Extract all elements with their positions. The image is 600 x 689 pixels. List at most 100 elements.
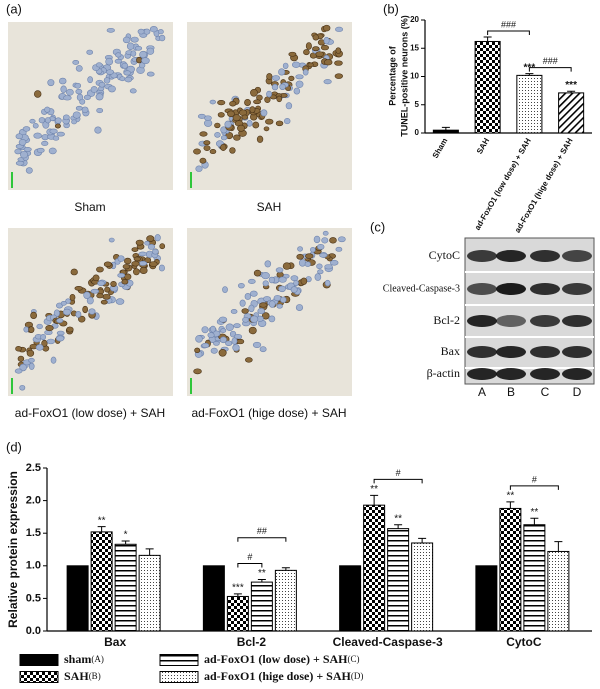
cell	[259, 302, 268, 308]
cell	[204, 115, 212, 121]
cell	[94, 126, 102, 134]
cell	[75, 311, 82, 318]
legend-swatch	[19, 654, 59, 666]
cell	[75, 65, 83, 72]
cell	[133, 256, 141, 262]
cell	[288, 75, 295, 82]
cell	[222, 286, 228, 294]
bar	[339, 565, 362, 632]
error-bar	[97, 526, 106, 532]
cell	[282, 62, 289, 69]
bar	[387, 528, 410, 632]
legend-tag: (C)	[348, 654, 360, 664]
cell	[32, 123, 39, 129]
cell	[225, 323, 234, 331]
cell	[209, 99, 216, 105]
cell	[225, 340, 233, 346]
x-tick-label: Sham	[431, 137, 450, 160]
bar	[274, 569, 297, 632]
panel-label: (a)	[6, 1, 22, 16]
significance: ***	[565, 80, 577, 91]
image-caption: ad-FoxO1 (hige dose) + SAH	[191, 406, 346, 420]
cell	[256, 135, 264, 143]
cell	[307, 62, 314, 68]
cell	[144, 240, 150, 246]
cell	[261, 312, 270, 320]
legend-swatch	[159, 671, 199, 683]
error-bar	[554, 541, 563, 552]
error-bar	[281, 567, 290, 571]
bracket	[487, 30, 530, 35]
cell	[217, 112, 225, 118]
cell	[110, 280, 117, 287]
cell	[279, 83, 286, 91]
image-bg	[187, 228, 352, 396]
cell	[268, 315, 276, 323]
cell	[241, 114, 249, 120]
cell	[62, 114, 70, 121]
cell	[159, 34, 166, 42]
cell	[90, 288, 100, 294]
cell	[74, 82, 82, 89]
cell	[35, 344, 44, 351]
cell	[114, 58, 122, 64]
cell	[87, 76, 93, 84]
cell	[194, 347, 201, 353]
cell	[40, 334, 47, 341]
legend-tag: (D)	[351, 671, 364, 681]
y-tick-label: 2.5	[26, 462, 41, 474]
cell	[83, 94, 91, 101]
cell	[320, 45, 330, 51]
cell	[334, 60, 343, 66]
cell	[298, 259, 307, 267]
cell	[136, 56, 143, 64]
significance: **	[394, 513, 402, 524]
cell	[104, 286, 111, 293]
cell	[335, 26, 344, 32]
error-bar	[525, 73, 534, 76]
cell	[124, 273, 132, 280]
cell	[62, 308, 72, 316]
cell	[220, 143, 227, 151]
cell	[147, 244, 156, 250]
x-tick-label: Bcl-2	[237, 635, 267, 649]
cell	[103, 77, 111, 84]
cell	[233, 323, 241, 329]
cell	[88, 308, 96, 315]
cell	[257, 308, 266, 315]
cell	[149, 26, 158, 33]
blot	[464, 237, 595, 385]
bar	[474, 40, 501, 134]
cell	[124, 76, 133, 83]
cell	[117, 272, 126, 278]
cell	[75, 88, 83, 95]
y-tick-label: 1.0	[26, 560, 41, 572]
micrograph	[187, 228, 352, 396]
cell	[220, 328, 227, 333]
cell	[28, 357, 35, 363]
cell	[141, 57, 150, 65]
lane-label: A	[478, 385, 486, 399]
cell	[130, 36, 139, 43]
cell	[315, 51, 324, 58]
cell	[92, 274, 100, 282]
cell	[335, 47, 342, 54]
cell	[133, 268, 140, 276]
cell	[266, 73, 273, 80]
cell	[66, 88, 74, 96]
cell	[230, 309, 238, 314]
cell	[72, 111, 81, 119]
cell	[285, 102, 293, 110]
cell	[253, 99, 262, 105]
cell	[149, 261, 158, 267]
cell	[146, 71, 155, 77]
cell	[154, 234, 161, 242]
bar	[138, 554, 161, 632]
cell	[252, 121, 260, 129]
cell	[47, 79, 55, 87]
legend-name: ad-FoxO1 (low dose) + SAH	[204, 652, 348, 666]
cell	[203, 119, 213, 127]
cell	[201, 326, 209, 334]
cell	[19, 384, 26, 391]
cell	[237, 282, 245, 289]
